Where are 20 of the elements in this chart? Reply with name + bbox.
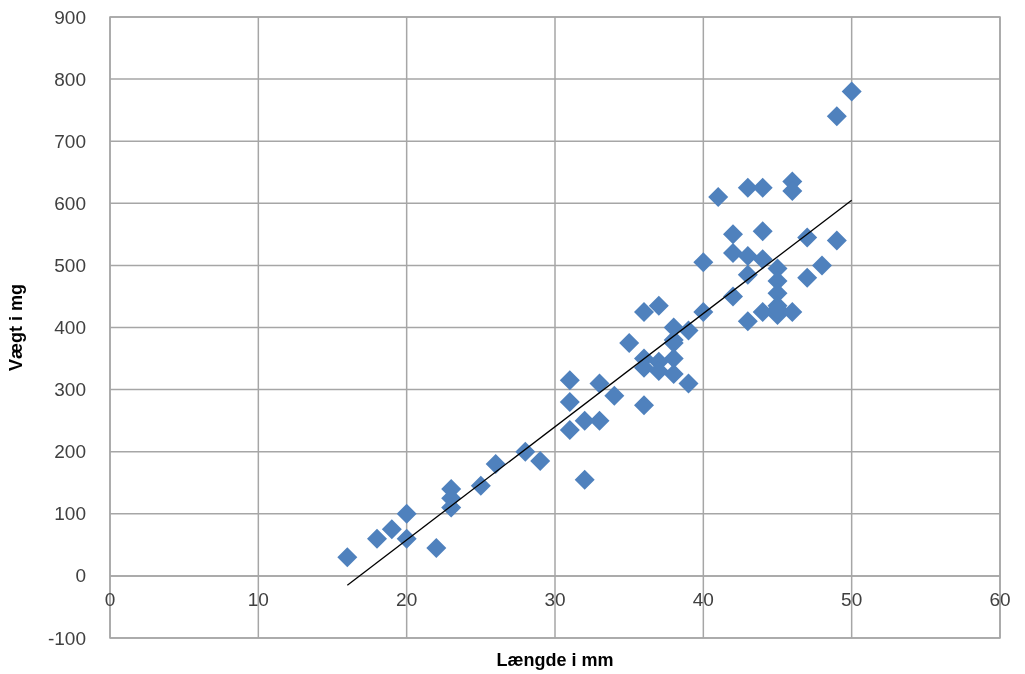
y-tick-label: 800 bbox=[54, 68, 86, 90]
y-tick-label: 400 bbox=[54, 317, 86, 338]
x-tick-label: 50 bbox=[841, 589, 863, 611]
x-tick-label: 60 bbox=[989, 589, 1011, 611]
x-tick-label: 20 bbox=[396, 589, 418, 611]
y-tick-label: 900 bbox=[54, 6, 86, 28]
y-tick-label: 200 bbox=[54, 441, 86, 463]
y-tick-label: -100 bbox=[47, 627, 86, 649]
y-tick-label: 500 bbox=[54, 254, 86, 276]
y-axis-title: Vægt i mg bbox=[6, 283, 26, 372]
y-tick-label: 0 bbox=[75, 565, 86, 587]
y-tick-label: 600 bbox=[54, 192, 86, 214]
y-tick-label: 700 bbox=[54, 130, 86, 152]
x-axis-title: Længde i mm bbox=[496, 650, 614, 670]
y-tick-label: 100 bbox=[54, 503, 86, 525]
x-tick-label: 10 bbox=[247, 589, 269, 611]
x-tick-label: 30 bbox=[544, 589, 566, 611]
y-tick-label: 300 bbox=[54, 379, 86, 401]
x-tick-label: 40 bbox=[692, 589, 714, 611]
x-tick-label: 0 bbox=[104, 589, 116, 611]
